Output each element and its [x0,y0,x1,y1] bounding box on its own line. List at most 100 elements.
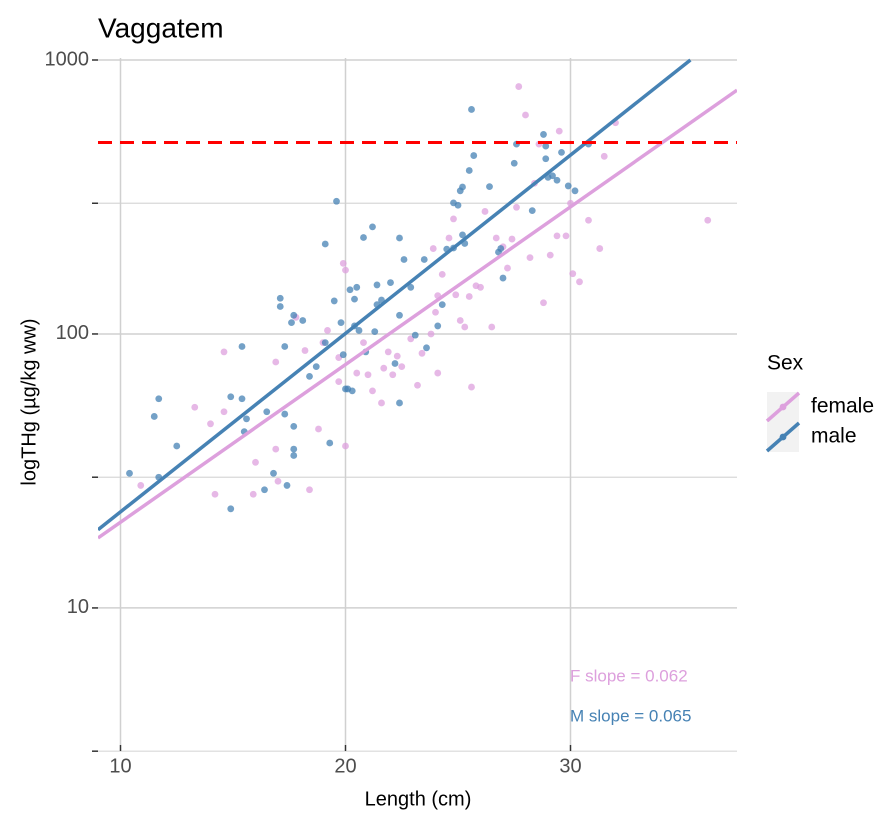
point [306,486,313,494]
point [434,322,442,330]
point [342,266,349,274]
legend-label: female [811,395,874,418]
point [312,363,320,371]
point [274,477,282,485]
point [481,208,489,215]
point [465,167,473,174]
point [508,235,516,243]
point [542,155,550,163]
point [510,159,518,167]
point [438,301,446,308]
point [558,148,565,156]
point [418,349,426,357]
legend-dot [779,433,787,441]
point [492,234,500,242]
point [396,399,403,407]
legend-label: male [811,425,857,448]
point [486,183,493,191]
fit-line [98,88,737,540]
legend-title: Sex [767,352,804,375]
chart-title: Vaggatem [98,12,224,43]
point [348,387,356,395]
point [261,486,268,494]
point [540,299,547,307]
point [571,187,579,195]
point [459,183,466,191]
point [315,425,322,433]
annotation: F slope = 0.062 [570,666,688,685]
point [346,286,354,294]
point [470,152,478,159]
point [569,270,577,278]
grid [92,58,737,752]
point [281,410,289,418]
point [396,311,403,319]
point [528,207,536,215]
point [468,383,475,391]
point [429,245,437,252]
point [549,172,556,180]
point [546,251,554,259]
point [207,420,214,428]
point [211,490,219,498]
point [459,231,466,239]
point [378,399,385,407]
point [339,259,347,267]
x-axis-label: Length (cm) [365,788,472,810]
x-tick-label: 30 [559,755,581,777]
point [450,215,457,223]
point [369,223,376,231]
point [173,442,181,450]
point [283,482,291,489]
point [155,395,163,403]
point [704,216,712,224]
point [432,308,439,316]
point [191,403,199,411]
point [380,364,388,372]
point [299,317,307,324]
fit-line [98,58,692,532]
point [321,240,329,248]
point [335,378,343,386]
point [339,351,347,359]
point [456,317,464,324]
point [137,482,145,489]
point [227,393,235,401]
point [562,232,570,240]
point [243,415,250,423]
point [542,142,550,150]
point [596,245,604,252]
point [330,297,338,305]
point [324,327,331,334]
point [290,452,298,459]
point [321,339,329,347]
point [398,363,406,371]
point [515,83,523,90]
point [369,387,376,395]
point [420,256,428,263]
point [342,442,349,450]
point [371,328,379,336]
point [290,445,298,453]
y-tick-label: 10 [67,596,89,618]
point [238,343,246,350]
point [393,352,401,360]
point [353,283,361,291]
point [387,279,394,286]
point [499,274,507,282]
point [270,469,277,477]
point [263,408,271,416]
point [306,373,313,380]
point [400,256,408,263]
point [468,106,475,113]
point [272,445,280,453]
point [576,278,583,286]
point [290,311,298,319]
point [288,319,295,327]
point [396,234,403,242]
plot-area [98,58,737,540]
point [220,348,228,356]
point [423,344,430,352]
point [513,203,520,211]
